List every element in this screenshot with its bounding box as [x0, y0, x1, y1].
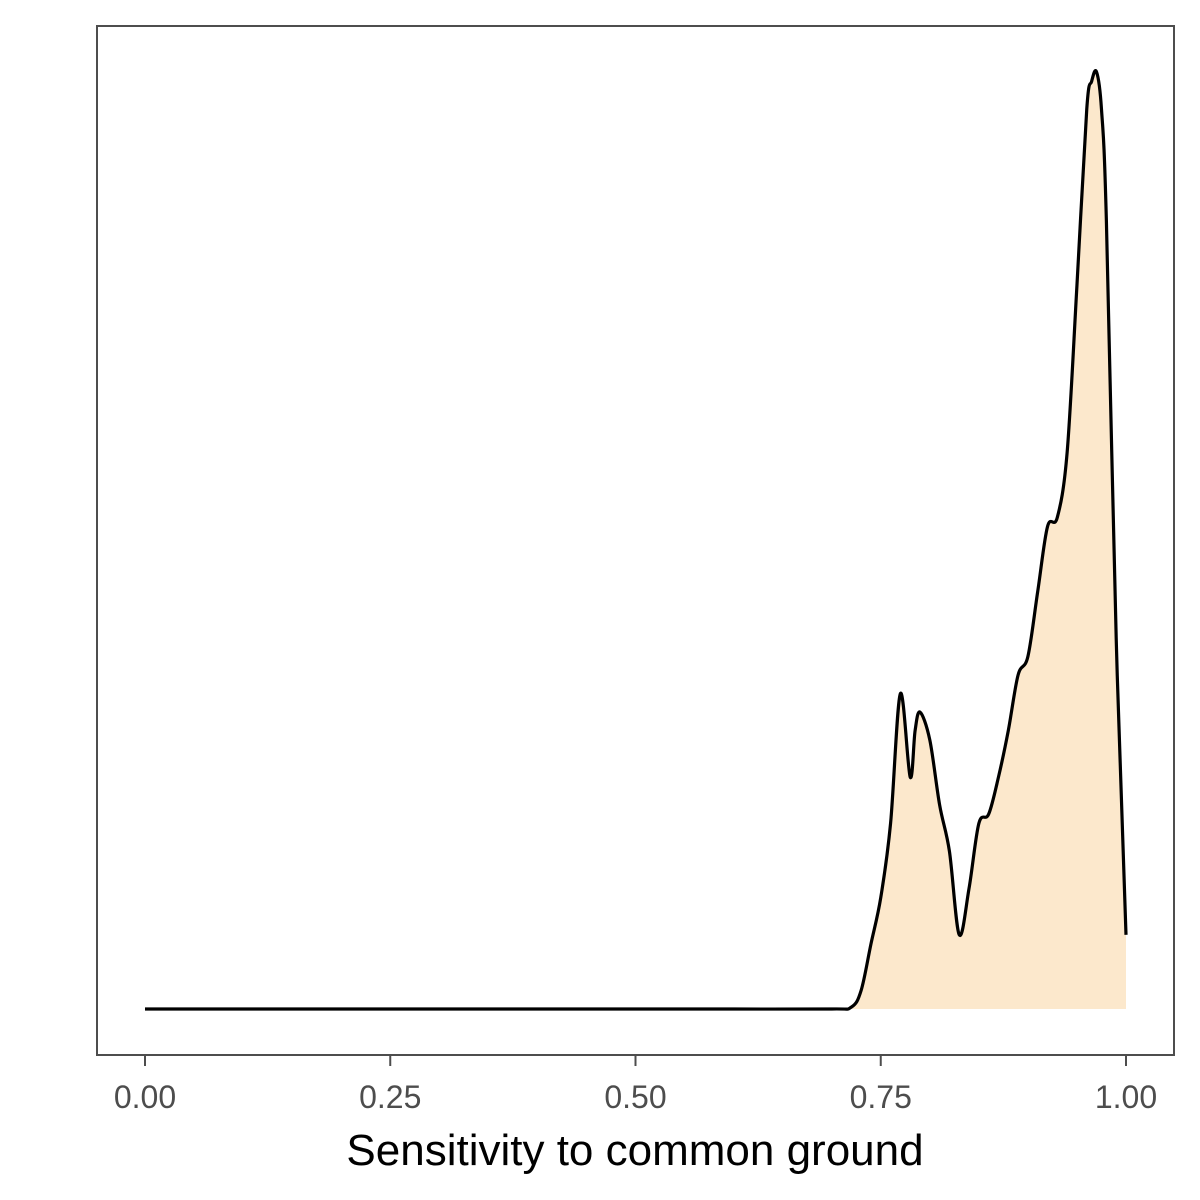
- x-axis-title: Sensitivity to common ground: [346, 1126, 923, 1175]
- x-axis: 0.00 0.25 0.50 0.75 1.00: [114, 1055, 1157, 1115]
- x-tick-label: 1.00: [1095, 1079, 1157, 1115]
- density-line: [144, 69, 1128, 1011]
- x-tick-label: 0.25: [359, 1079, 421, 1115]
- x-tick-label: 0.75: [850, 1079, 912, 1115]
- plot-marks: [144, 69, 1128, 1011]
- x-tick-label: 0.50: [604, 1079, 666, 1115]
- x-tick-label: 0.00: [114, 1079, 176, 1115]
- density-area: [145, 70, 1126, 1010]
